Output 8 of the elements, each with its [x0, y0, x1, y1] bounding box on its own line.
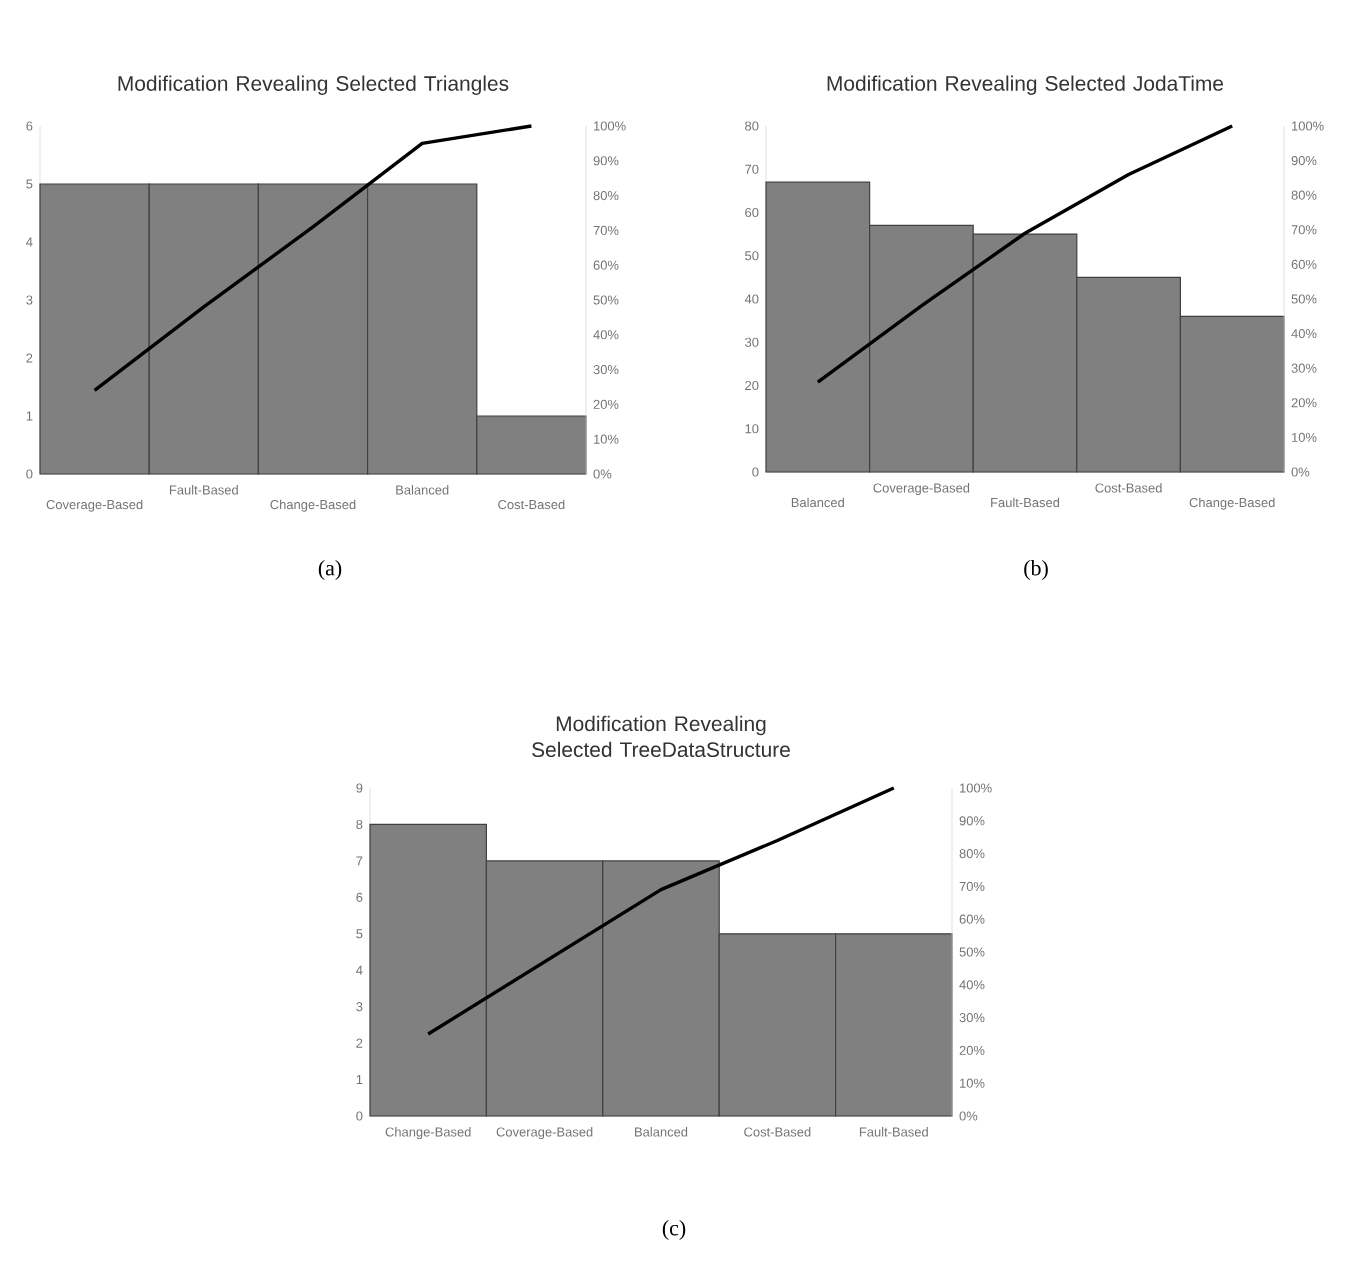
line-series [92, 124, 534, 393]
chart-title: Modification Revealing Selected JodaTime [827, 75, 1224, 95]
chart-title: Modification Revealing Selected Triangles [118, 75, 509, 96]
line-series [816, 124, 1234, 384]
text: (c) [662, 1220, 686, 1240]
text: (b) [1024, 560, 1048, 580]
text: (a) [318, 560, 342, 580]
chart-title: Modification Revealing Selected TreeDataStructure [532, 715, 790, 758]
